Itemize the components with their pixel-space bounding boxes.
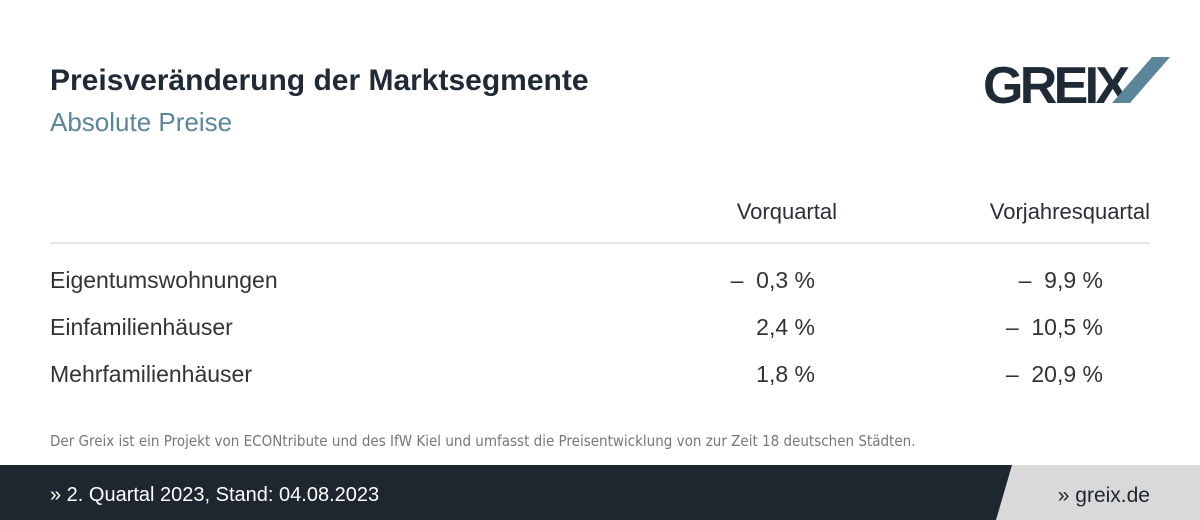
cell-value: 1,8 % <box>756 361 815 387</box>
title: Preisveränderung der Marktsegmente <box>50 64 589 97</box>
row-label: Mehrfamilienhäuser <box>50 361 252 387</box>
cell-value: – 9,9 % <box>1019 267 1103 293</box>
logo-slash <box>1112 57 1170 103</box>
row-label: Eigentumswohnungen <box>50 267 278 293</box>
cell-value: – 0,3 % <box>731 267 815 293</box>
column-header: Vorjahresquartal <box>990 199 1150 224</box>
logo: GREIX <box>983 57 1133 115</box>
column-header: Vorquartal <box>737 199 837 224</box>
cell-value: – 10,5 % <box>1006 314 1103 340</box>
cell-value: – 20,9 % <box>1006 361 1103 387</box>
table-body: Eigentumswohnungen – 0,3 % – 9,9 % Einfamil… <box>50 267 1103 387</box>
footer-link[interactable]: » greix.de <box>1058 484 1150 507</box>
row-label: Einfamilienhäuser <box>50 314 233 340</box>
footer-right-bg <box>996 465 1200 520</box>
footnote: Der Greix ist ein Projekt von ECONtribut… <box>50 432 915 450</box>
footer-date: » 2. Quartal 2023, Stand: 04.08.2023 <box>50 484 379 506</box>
cell-value: 2,4 % <box>756 314 815 340</box>
subtitle: Absolute Preise <box>50 107 232 137</box>
